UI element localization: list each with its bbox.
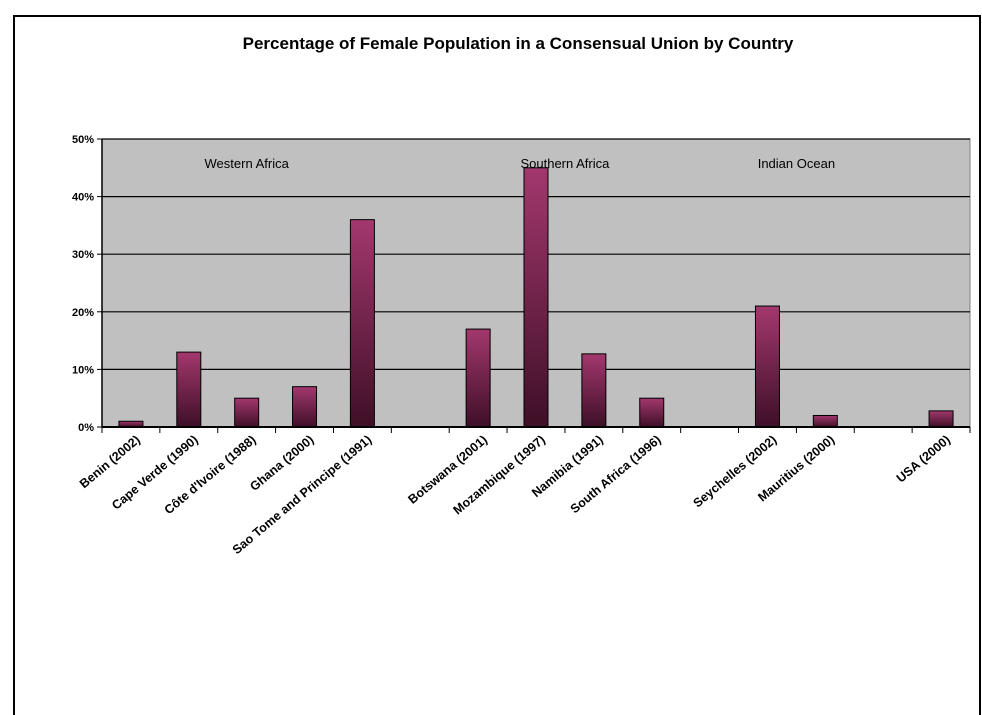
region-label: Indian Ocean — [758, 156, 835, 171]
y-tick-label: 20% — [72, 307, 94, 319]
bar — [465, 328, 491, 428]
bar — [639, 397, 665, 428]
chart-frame — [13, 15, 981, 715]
y-tick-label: 50% — [72, 134, 94, 146]
bar — [234, 397, 260, 428]
x-tick-label: USA (2000) — [894, 433, 953, 486]
y-tick-label: 0% — [78, 422, 94, 434]
y-tick-label: 10% — [72, 364, 94, 376]
bar — [928, 410, 954, 428]
bar — [754, 305, 780, 428]
bar — [176, 351, 202, 428]
bar — [523, 167, 549, 428]
y-tick-label: 30% — [72, 249, 94, 261]
bar — [292, 386, 318, 428]
bar — [581, 353, 607, 428]
chart-title: Percentage of Female Population in a Con… — [243, 34, 794, 53]
region-label: Western Africa — [205, 156, 290, 171]
region-label: Southern Africa — [520, 156, 610, 171]
bar — [812, 414, 838, 428]
bar — [349, 219, 375, 428]
y-tick-label: 40% — [72, 192, 94, 204]
